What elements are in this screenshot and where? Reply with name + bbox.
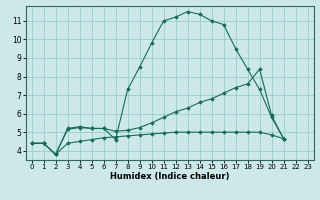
X-axis label: Humidex (Indice chaleur): Humidex (Indice chaleur) bbox=[110, 172, 229, 181]
